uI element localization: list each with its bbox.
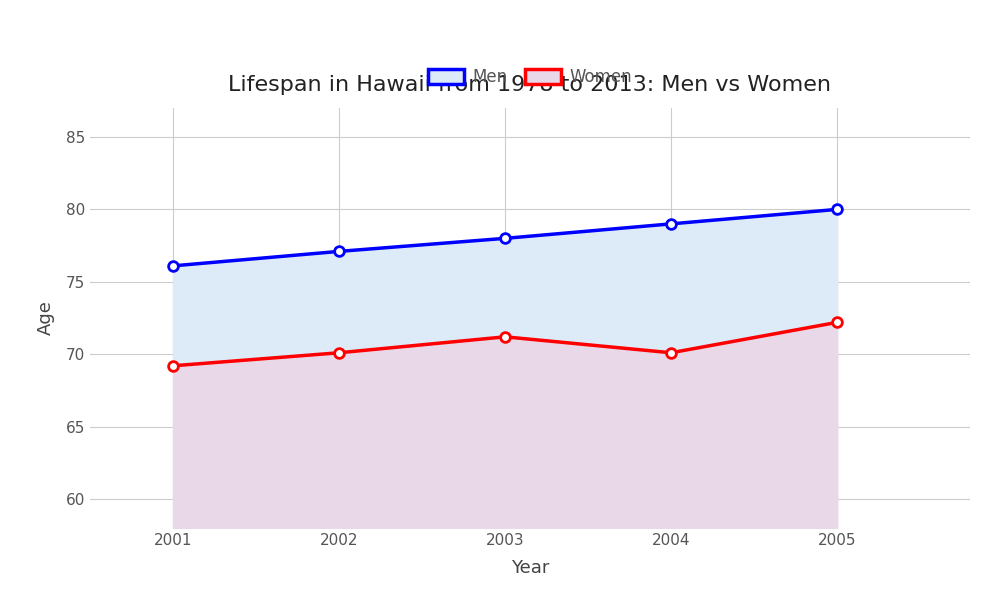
Y-axis label: Age: Age bbox=[37, 301, 55, 335]
Legend: Men, Women: Men, Women bbox=[421, 62, 639, 93]
X-axis label: Year: Year bbox=[511, 559, 549, 577]
Title: Lifespan in Hawaii from 1978 to 2013: Men vs Women: Lifespan in Hawaii from 1978 to 2013: Me… bbox=[228, 76, 832, 95]
